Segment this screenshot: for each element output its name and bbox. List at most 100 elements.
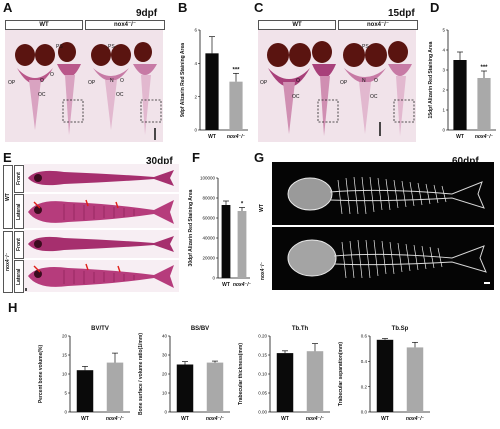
genotype-label-c-mut: nox4⁻/⁻	[338, 20, 418, 30]
panel-letter-c: C	[254, 0, 264, 15]
panel-letter-e: E	[3, 150, 12, 165]
y-tick-label: 40	[162, 334, 168, 339]
label-o-a2: O	[50, 72, 54, 78]
y-tick-label: 0.20	[258, 334, 267, 339]
y-tick-label: 60000	[202, 216, 215, 221]
y-axis-label: Bone surface / volume ratio(1/mm)	[138, 333, 144, 415]
x-tick-label: WT	[222, 282, 230, 288]
panel-letter-g: G	[254, 150, 265, 165]
y-tick-label: 15	[62, 353, 68, 358]
y-tick-label: 0.00	[258, 410, 267, 415]
y-tick-label: 20000	[202, 256, 215, 261]
fish-photo-e	[24, 164, 179, 292]
bar-chart-d: 15dpf Alizarin Red Staining Area 0 1 2 3 4 5 WT…	[428, 28, 496, 140]
label-ps-c1: PS	[362, 44, 369, 50]
label-o-c1: O	[296, 78, 300, 84]
label-n-a1: N	[110, 78, 114, 84]
y-tick-label: 0.4	[361, 359, 368, 364]
larva-photo-a	[5, 30, 163, 142]
y-tick-label: 40000	[202, 236, 215, 241]
significance-label: *	[241, 202, 244, 208]
bar	[276, 353, 294, 412]
y-tick-label: 0	[442, 128, 445, 133]
bar	[106, 362, 124, 412]
label-op-a2: OP	[88, 80, 96, 86]
panel-letter-a: A	[3, 0, 13, 15]
bar	[477, 78, 491, 130]
significance-label: ***	[232, 67, 240, 73]
panel-letter-b: B	[178, 0, 188, 15]
bar-chart-h-tbth: Tb.Th Trabecular thickness(mm) 0.00 0.05 0.1…	[238, 326, 330, 422]
genotype-label-e-wt: WT	[3, 165, 13, 229]
bar-chart-b: 9dpf Alizarin Red Staining Area 0 2 4 6 WT nox…	[180, 28, 248, 140]
stage-label-g: 60dpf	[452, 156, 479, 167]
y-tick-label: 20	[162, 372, 168, 377]
x-tick-label: WT	[456, 134, 464, 140]
label-ps-a1: PS	[56, 44, 63, 50]
y-tick-label: 5	[64, 391, 67, 396]
x-tick-label: nox4⁻/⁻	[306, 416, 325, 422]
bar	[237, 211, 247, 278]
genotype-label-e-mut: nox4⁻/⁻	[3, 231, 13, 293]
y-axis-label: 30dpf Alizarin Red Staining Area	[188, 189, 194, 266]
chart-title: BS/BV	[191, 326, 209, 332]
panel-letter-f: F	[192, 150, 200, 165]
y-axis-label: Percent bone volume(%)	[38, 345, 44, 404]
bar	[376, 339, 394, 412]
label-oc-a1: OC	[38, 92, 46, 98]
y-tick-label: 0	[212, 276, 215, 281]
bar	[176, 364, 194, 412]
genotype-label-a-wt: WT	[5, 20, 83, 30]
y-tick-label: 10	[162, 391, 168, 396]
chart-title: Tb.Th	[292, 326, 309, 332]
label-oc-c2: OC	[370, 94, 378, 100]
y-tick-label: 0	[194, 128, 197, 133]
y-tick-label: 0.10	[258, 372, 267, 377]
stage-label-a: 9dpf	[136, 8, 158, 19]
x-tick-label: nox4⁻/⁻	[233, 282, 252, 288]
stage-label-e: 30dpf	[146, 156, 173, 167]
y-tick-label: 5	[442, 28, 445, 33]
y-tick-label: 2	[194, 94, 197, 99]
x-tick-label: WT	[281, 416, 289, 422]
y-tick-label: 4	[442, 48, 445, 53]
bar	[306, 351, 324, 412]
x-tick-label: nox4⁻/⁻	[475, 134, 494, 140]
x-tick-label: WT	[181, 416, 189, 422]
view-label-e-lateral-wt: Lateral	[14, 194, 24, 229]
genotype-label-a-mut: nox4⁻/⁻	[85, 20, 165, 30]
x-tick-label: WT	[81, 416, 89, 422]
label-ps-a2: PS	[108, 44, 115, 50]
x-tick-label: WT	[381, 416, 389, 422]
view-label-e-front-wt: Front	[14, 165, 24, 193]
label-o-a1: O	[40, 78, 44, 84]
y-tick-label: 3	[442, 68, 445, 73]
y-tick-label: 0.2	[361, 384, 368, 389]
bar-chart-h-tbsp: Tb.Sp Trabecular separation(mm) 0.0 0.2 0.4 0…	[338, 326, 430, 422]
y-tick-label: 30	[162, 353, 168, 358]
bar	[229, 81, 243, 130]
label-o-a3: O	[120, 78, 124, 84]
y-tick-label: 100000	[200, 176, 216, 181]
panel-letter-h: H	[8, 300, 18, 315]
y-tick-label: 0.0	[361, 410, 368, 415]
y-tick-label: 80000	[202, 196, 215, 201]
bar	[205, 53, 219, 131]
view-label-e-front-mut: Front	[14, 231, 24, 259]
larva-photo-c	[258, 30, 416, 142]
chart-title: Tb.Sp	[392, 326, 409, 332]
y-tick-label: 0.05	[258, 391, 267, 396]
y-tick-label: 1	[442, 108, 445, 113]
y-tick-label: 0.6	[361, 334, 368, 339]
bar	[221, 205, 231, 278]
genotype-label-g-mut: nox4⁻/⁻	[260, 261, 267, 281]
bar-chart-h-bvtv: BV/TV Percent bone volume(%) 0 5 10 15 20 WT nox…	[38, 326, 130, 422]
label-n-c1: N	[362, 78, 366, 84]
y-tick-label: 0	[164, 410, 167, 415]
panel-letter-d: D	[430, 0, 440, 15]
microct-image-g	[272, 162, 494, 290]
x-tick-label: nox4⁻/⁻	[206, 416, 225, 422]
bar-chart-h-bsbv: BS/BV Bone surface / volume ratio(1/mm) 0 1…	[138, 326, 230, 422]
x-tick-label: nox4⁻/⁻	[227, 134, 246, 140]
stage-label-c: 15dpf	[388, 8, 415, 19]
